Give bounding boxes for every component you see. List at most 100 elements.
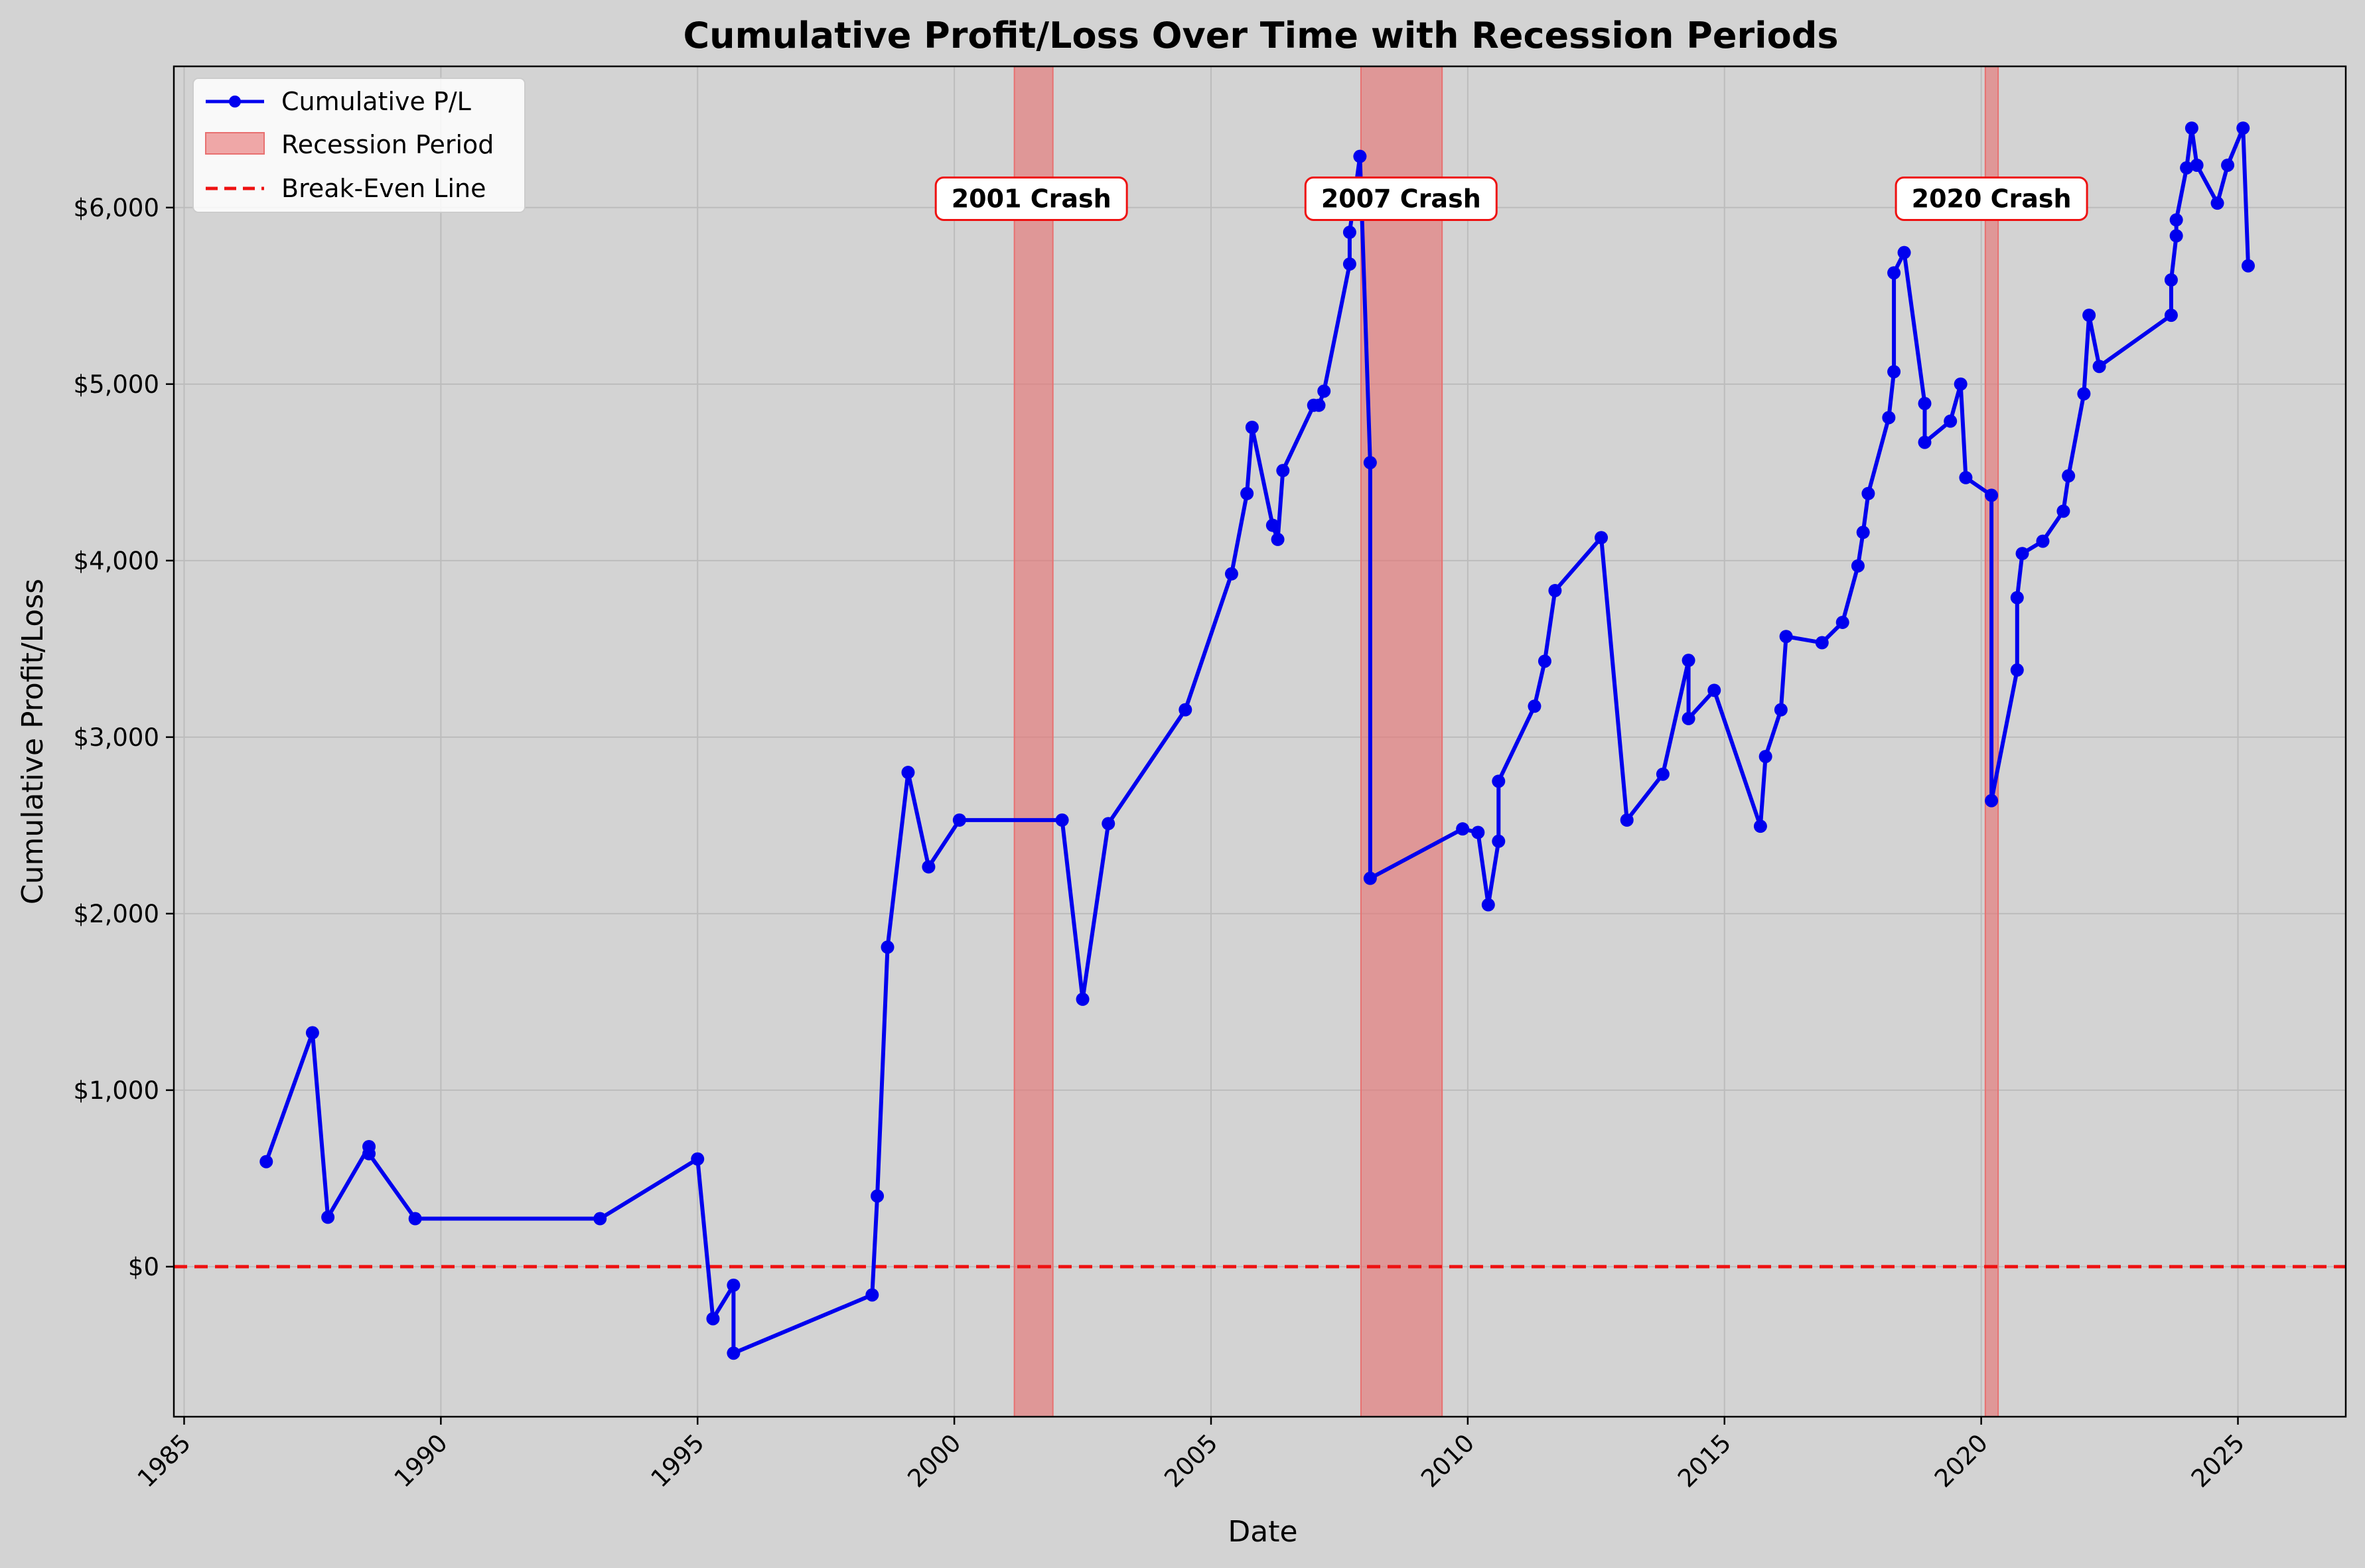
legend-label-break-even-line: Break-Even Line: [281, 174, 486, 203]
data-point: [2010, 663, 2024, 677]
data-point: [1265, 518, 1279, 532]
legend-label-recession-period: Recession Period: [281, 130, 494, 159]
data-point: [1882, 411, 1896, 425]
data-point: [1656, 767, 1670, 781]
data-point: [1456, 822, 1470, 836]
y-axis-ticks: $0 $1,000 $2,000 $3,000 $4,000 $5,000 $6,000: [74, 194, 174, 1281]
data-point: [727, 1346, 741, 1360]
data-point: [1492, 774, 1506, 788]
grid: [174, 66, 2346, 1417]
data-point: [1861, 486, 1875, 500]
data-point: [865, 1288, 879, 1302]
plot-frame: [173, 65, 2347, 1418]
data-point: [1758, 750, 1772, 764]
data-point: [2169, 213, 2183, 227]
x-axis-label: Date: [1228, 1515, 1297, 1549]
data-point: [2082, 309, 2096, 322]
legend-swatch-recession: [205, 132, 265, 155]
data-point: [2169, 229, 2183, 243]
data-point: [881, 940, 895, 954]
data-point: [1815, 636, 1829, 650]
data-point: [1835, 615, 1849, 629]
data-point: [1240, 486, 1254, 500]
legend-swatch-marker: [229, 96, 241, 107]
series-cumulative-pl: [259, 121, 2255, 1360]
data-point: [1492, 834, 1506, 848]
recession-band: [1013, 66, 1054, 1417]
y-tick-label: $2,000: [74, 900, 159, 928]
y-tick-label: $5,000: [74, 370, 159, 399]
data-point: [1918, 435, 1932, 449]
y-tick-label: $3,000: [74, 723, 159, 752]
data-point: [2056, 504, 2070, 518]
y-tick-label: $4,000: [74, 547, 159, 575]
data-point: [1353, 149, 1367, 163]
data-point: [1076, 992, 1090, 1006]
data-point: [1918, 397, 1932, 411]
data-point: [1774, 703, 1788, 717]
data-point: [1856, 526, 1870, 539]
data-point: [1985, 488, 1999, 502]
data-point: [1363, 871, 1377, 885]
data-point: [1548, 584, 1562, 598]
data-point: [2180, 161, 2194, 175]
data-point: [2221, 158, 2235, 172]
data-point: [2010, 591, 2024, 605]
chart-title: Cumulative Profit/Loss Over Time with Re…: [683, 15, 1839, 56]
data-point: [362, 1147, 376, 1161]
data-point: [593, 1212, 607, 1226]
annotation-label: 2007 Crash: [1321, 184, 1481, 214]
data-point: [2236, 121, 2250, 135]
annotation-label: 2020 Crash: [1912, 184, 2072, 214]
legend-box: [192, 78, 526, 213]
data-point: [1538, 654, 1551, 668]
data-point: [1317, 384, 1331, 398]
data-point: [2190, 158, 2204, 172]
data-point: [2164, 273, 2178, 287]
data-point: [2015, 547, 2029, 561]
data-point: [1179, 703, 1192, 717]
data-point: [2241, 259, 2255, 273]
y-axis-label: Cumulative Profit/Loss: [16, 579, 50, 904]
data-point: [706, 1312, 720, 1326]
y-tick-label: $1,000: [74, 1076, 159, 1105]
annotation-label: 2001 Crash: [952, 184, 1111, 214]
data-point: [952, 813, 966, 827]
legend: Cumulative P/L Recession Period Break-Ev…: [192, 78, 526, 213]
y-tick-label: $0: [128, 1253, 159, 1281]
data-point: [1959, 470, 1973, 484]
data-point: [691, 1152, 705, 1166]
data-point: [1595, 531, 1609, 545]
data-point: [1312, 398, 1326, 412]
data-point: [408, 1212, 422, 1226]
data-point: [1481, 898, 1495, 912]
data-point: [871, 1189, 885, 1203]
data-point: [1887, 365, 1901, 379]
data-point: [1224, 567, 1238, 581]
data-point: [727, 1278, 741, 1292]
data-point: [1985, 794, 1999, 808]
data-point: [1245, 420, 1259, 434]
data-point: [2036, 534, 2050, 548]
data-point: [901, 766, 915, 780]
data-point: [1897, 246, 1911, 259]
data-point: [2092, 360, 2106, 374]
annotation-box: [1304, 177, 1498, 222]
recession-band: [1360, 66, 1443, 1417]
data-point: [1620, 813, 1634, 827]
data-point: [1528, 699, 1541, 713]
data-point: [2077, 387, 2091, 401]
data-point: [1363, 456, 1377, 470]
data-point: [1055, 813, 1069, 827]
legend-label-cumulative-pl: Cumulative P/L: [281, 87, 471, 116]
data-point: [1944, 414, 1958, 428]
data-point: [1471, 825, 1485, 839]
data-point: [1271, 532, 1285, 546]
annotation-box: [934, 177, 1128, 222]
data-point: [922, 860, 936, 874]
data-point: [1682, 654, 1695, 668]
y-tick-label: $6,000: [74, 194, 159, 222]
data-point: [1779, 630, 1793, 644]
data-point: [1276, 464, 1290, 478]
data-point: [1342, 257, 1356, 271]
